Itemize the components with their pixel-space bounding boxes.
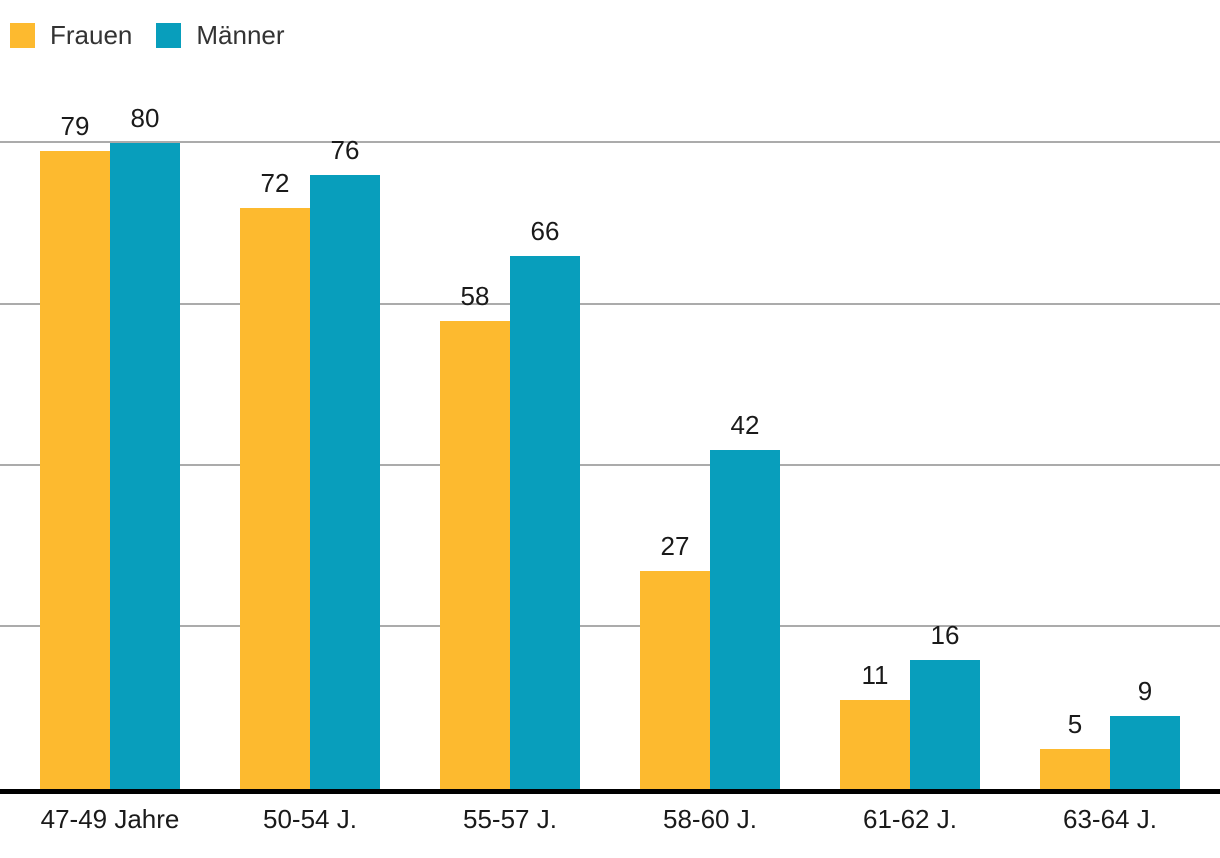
value-label-frauen-61-62-j: 11 <box>861 660 889 690</box>
value-label-frauen-50-54-j: 72 <box>260 168 290 198</box>
bar-frauen-61-62-j <box>840 700 910 789</box>
x-axis-label-47-49-jahre: 47-49 Jahre <box>40 804 180 834</box>
legend-swatch-maenner <box>156 22 182 48</box>
legend-swatch-frauen <box>10 22 35 48</box>
legend: Frauen Männer <box>10 22 285 48</box>
x-axis-label-63-64-j: 63-64 J. <box>1063 804 1157 834</box>
bar-maenner-61-62-j <box>910 660 980 789</box>
value-label-maenner-61-62-j: 16 <box>930 620 960 650</box>
bar-frauen-50-54-j <box>240 208 310 789</box>
gridline-60 <box>0 303 1220 305</box>
bar-frauen-58-60-j <box>640 571 710 789</box>
bar-frauen-63-64-j <box>1040 749 1110 789</box>
value-label-maenner-50-54-j: 76 <box>330 135 360 165</box>
legend-item-maenner: Männer <box>156 20 285 50</box>
x-axis-label-55-57-j: 55-57 J. <box>463 804 557 834</box>
x-axis-label-58-60-j: 58-60 J. <box>663 804 757 834</box>
bar-maenner-47-49-jahre <box>110 143 180 789</box>
bar-frauen-47-49-jahre <box>40 151 110 789</box>
x-axis-line <box>0 789 1220 794</box>
value-label-maenner-47-49-jahre: 80 <box>130 103 160 133</box>
bar-maenner-55-57-j <box>510 256 580 789</box>
legend-label-frauen: Frauen <box>50 20 133 50</box>
value-label-frauen-47-49-jahre: 79 <box>60 111 90 141</box>
gridline-20 <box>0 625 1220 627</box>
gridline-80 <box>0 141 1220 143</box>
value-label-maenner-58-60-j: 42 <box>730 410 760 440</box>
legend-item-frauen: Frauen <box>10 22 132 48</box>
value-label-maenner-55-57-j: 66 <box>530 216 560 246</box>
value-label-maenner-63-64-j: 9 <box>1137 676 1153 706</box>
bar-maenner-58-60-j <box>710 450 780 789</box>
bar-frauen-55-57-j <box>440 321 510 789</box>
x-axis-label-50-54-j: 50-54 J. <box>263 804 357 834</box>
legend-label-maenner: Männer <box>196 20 285 50</box>
x-axis-label-61-62-j: 61-62 J. <box>863 804 957 834</box>
value-label-frauen-63-64-j: 5 <box>1067 709 1083 739</box>
value-label-frauen-58-60-j: 27 <box>660 531 690 561</box>
bar-maenner-63-64-j <box>1110 716 1180 789</box>
gridline-40 <box>0 464 1220 466</box>
value-label-frauen-55-57-j: 58 <box>460 281 490 311</box>
bar-maenner-50-54-j <box>310 175 380 789</box>
